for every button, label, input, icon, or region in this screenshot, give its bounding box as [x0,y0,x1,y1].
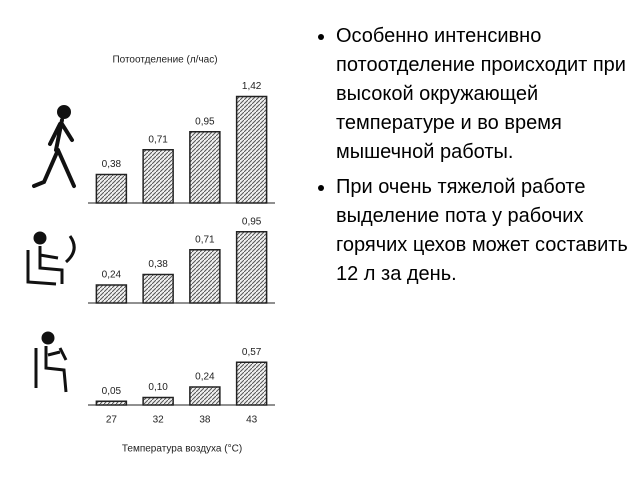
bar [189,386,221,406]
bullet: При очень тяжелой работе выделение пота … [336,173,636,289]
bar [142,273,174,304]
value-label: 0,57 [242,347,262,358]
value-label: 0,95 [242,216,262,227]
bar [142,396,174,406]
bar [189,249,221,304]
bullet-list: Особенно интенсивно потоотделение происх… [310,22,636,295]
bar [189,131,221,204]
bar [235,95,268,204]
bar [142,149,174,204]
value-label: 0,24 [195,372,215,383]
value-label: 0,10 [148,382,168,393]
bar [235,361,268,406]
x-tick-label: 43 [246,415,258,426]
x-axis-label: Температура воздуха (°C) [122,444,242,455]
bullet: Особенно интенсивно потоотделение происх… [336,22,636,167]
bar [235,231,268,304]
x-tick-label: 27 [106,415,118,426]
walker-icon [32,105,76,188]
x-tick-label: 32 [153,415,165,426]
value-label: 0,71 [195,234,215,245]
value-label: 1,42 [242,81,262,92]
sitting-reader-icon [34,331,68,393]
value-label: 0,95 [195,116,215,127]
value-label: 0,05 [102,386,122,397]
bar [95,400,128,406]
chart: Потоотделение (л/час) Температура воздух… [26,55,275,455]
value-label: 0,71 [148,134,168,145]
chart-title: Потоотделение (л/час) [112,55,217,66]
value-label: 0,38 [148,259,168,270]
bar [95,173,128,204]
x-tick-label: 38 [199,415,211,426]
sitting-worker-icon [26,231,76,286]
value-label: 0,24 [102,270,122,281]
value-label: 0,38 [102,159,122,170]
bar [95,284,128,304]
